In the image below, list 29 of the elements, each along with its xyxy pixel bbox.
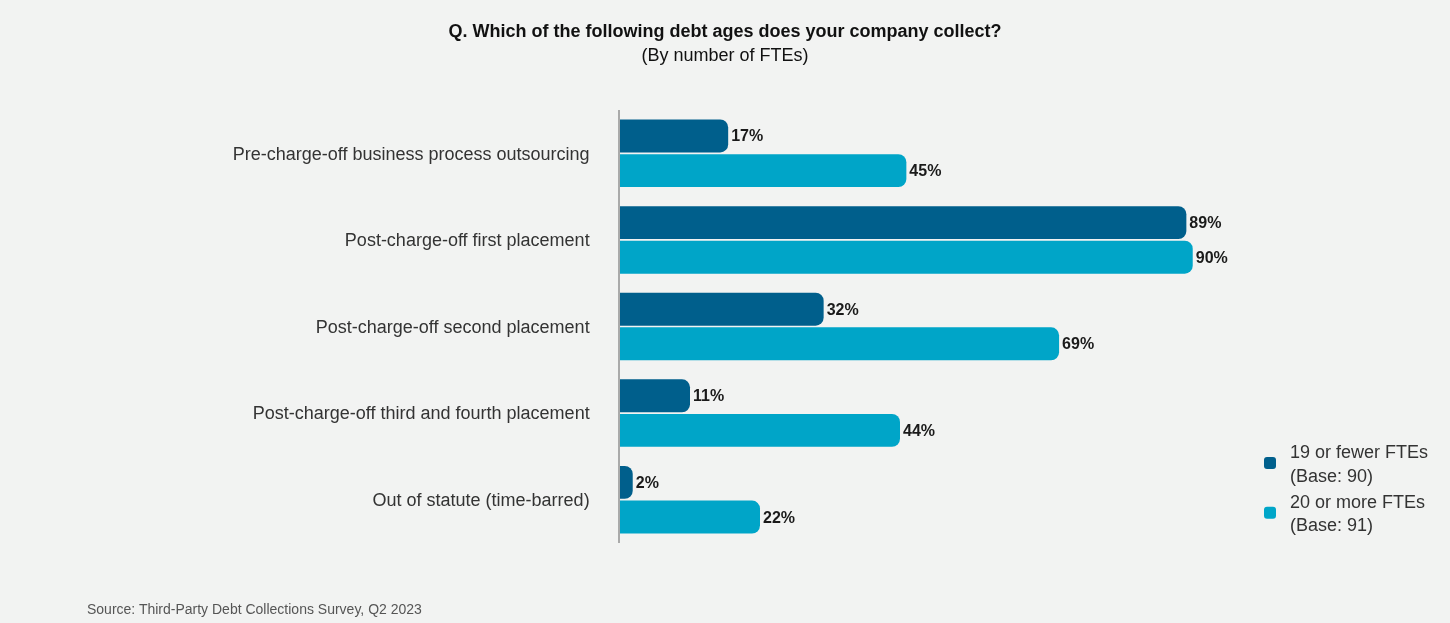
chart-title: Q. Which of the following debt ages does your company collect?	[448, 21, 1002, 42]
data-label: 90%	[1195, 248, 1228, 266]
source-note: Source: Third-Party Debt Collections Survey, Q2 2023	[87, 601, 423, 617]
data-label: 17%	[731, 127, 764, 145]
data-label: 11%	[693, 387, 725, 405]
data-label: 2%	[635, 473, 659, 491]
data-label: 69%	[1062, 335, 1095, 353]
chart-subtitle: (By number of FTEs)	[641, 44, 809, 65]
bar	[620, 413, 900, 447]
y-tick-label: Post-charge-off second placement	[315, 316, 590, 337]
bar	[620, 206, 1187, 240]
data-label: 89%	[1189, 214, 1222, 232]
y-tick-label: Pre-charge-off business process outsourcing	[232, 143, 590, 164]
bar	[620, 119, 729, 153]
legend-label: 20 or more FTEs (Base: 91)	[1290, 492, 1426, 536]
bar	[620, 240, 1193, 274]
bar	[620, 327, 1060, 361]
data-label: 32%	[826, 300, 859, 318]
bar	[620, 379, 690, 413]
data-label: 45%	[909, 162, 942, 180]
bar	[620, 500, 760, 534]
data-label: 22%	[763, 508, 796, 526]
y-tick-label: Post-charge-off third and fourth placement	[252, 403, 590, 424]
bar	[620, 292, 824, 326]
bar	[620, 154, 907, 188]
y-tick-label: Out of statute (time-barred)	[372, 490, 590, 510]
data-label: 44%	[903, 421, 936, 439]
y-tick-label: Post-charge-off first placement	[344, 230, 590, 251]
legend-label: 19 or fewer FTEs (Base: 90)	[1290, 442, 1429, 486]
